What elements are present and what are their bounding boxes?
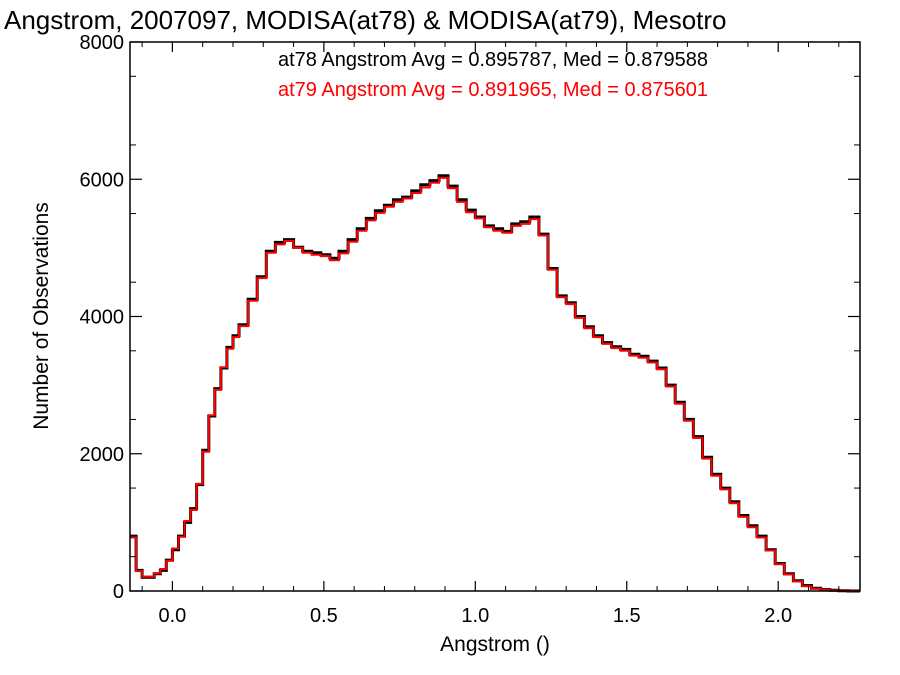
series-layer	[130, 174, 860, 593]
x-tick-label: 0.5	[310, 605, 338, 627]
y-tick-label: 2000	[80, 444, 125, 466]
y-tick-label: 0	[113, 581, 124, 603]
x-tick-label: 1.0	[461, 605, 489, 627]
ticks-layer: 0.0 0.5 1.0 1.5 2.0 0 2000 4000 6000 8000	[80, 32, 860, 627]
y-tick-label: 6000	[80, 169, 125, 191]
chart-title: Angstrom, 2007097, MODISA(at78) & MODISA…	[4, 5, 727, 35]
x-tick-label: 0.0	[159, 605, 187, 627]
x-tick-label: 2.0	[764, 605, 792, 627]
series-line-1	[130, 176, 860, 592]
y-tick-label: 8000	[80, 32, 125, 54]
x-tick-label: 1.5	[613, 605, 641, 627]
annotation-at79: at79 Angstrom Avg = 0.891965, Med = 0.87…	[278, 79, 708, 101]
annotation-at78: at78 Angstrom Avg = 0.895787, Med = 0.87…	[278, 49, 708, 71]
y-tick-label: 4000	[80, 307, 125, 329]
x-axis-label: Angstrom ()	[440, 633, 550, 656]
y-axis-label: Number of Observations	[30, 202, 53, 430]
